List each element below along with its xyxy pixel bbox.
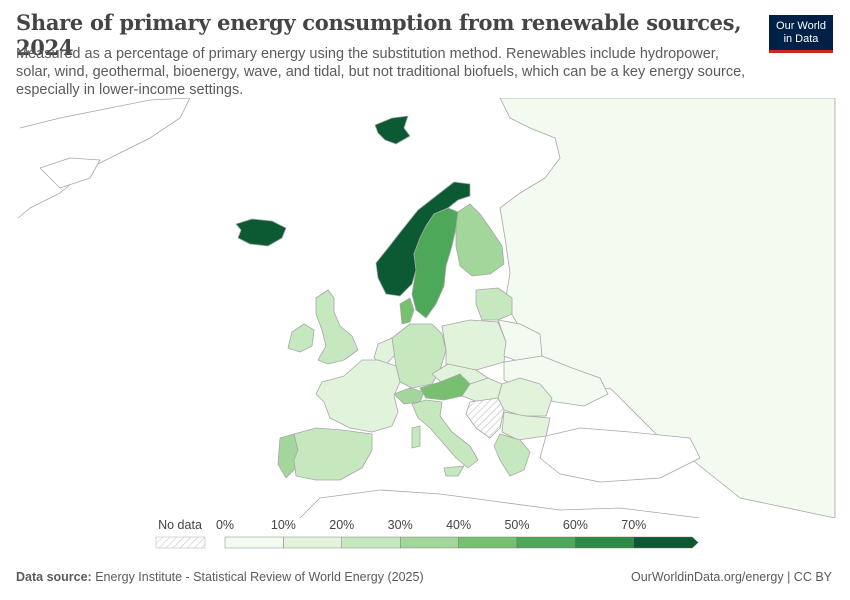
logo-line-1: Our World bbox=[776, 20, 826, 32]
data-source-text: Energy Institute - Statistical Review of… bbox=[95, 570, 424, 584]
greenland-outline bbox=[17, 98, 191, 219]
legend-bin-5[interactable] bbox=[516, 536, 576, 549]
legend-bin-6[interactable] bbox=[575, 536, 634, 549]
legend-bin-2[interactable] bbox=[341, 536, 401, 549]
legend-tick-1: 10% bbox=[271, 518, 296, 532]
country-ireland[interactable] bbox=[287, 323, 315, 353]
country-spain[interactable] bbox=[293, 427, 373, 481]
country-turkey[interactable] bbox=[539, 427, 701, 483]
legend-tick-4: 40% bbox=[446, 518, 471, 532]
legend-tick-6: 60% bbox=[563, 518, 588, 532]
data-source: Data source: Energy Institute - Statisti… bbox=[16, 570, 424, 584]
europe-map[interactable] bbox=[0, 98, 850, 518]
legend-bin-0[interactable] bbox=[224, 536, 284, 549]
country-switzerland[interactable] bbox=[393, 387, 425, 405]
color-legend: No data 0% 10% 20% 30% 40% 50% 60% 70% bbox=[155, 518, 699, 549]
chart-subtitle: Measured as a percentage of primary ener… bbox=[16, 46, 746, 98]
island-sardinia[interactable] bbox=[411, 425, 421, 449]
legend-tick-2: 20% bbox=[329, 518, 354, 532]
legend-bins bbox=[224, 536, 699, 549]
country-svalbard[interactable] bbox=[374, 115, 411, 145]
country-greece[interactable] bbox=[493, 433, 531, 477]
legend-bin-3[interactable] bbox=[399, 536, 459, 549]
north-africa-outline bbox=[299, 489, 701, 518]
island-sicily[interactable] bbox=[443, 465, 465, 477]
legend-ticks: 0% 10% 20% 30% 40% 50% 60% 70% bbox=[216, 518, 646, 532]
legend-bin-1[interactable] bbox=[283, 536, 342, 549]
country-denmark[interactable] bbox=[399, 297, 415, 325]
legend-bin-4[interactable] bbox=[458, 536, 518, 549]
legend-bin-7[interactable] bbox=[633, 536, 699, 549]
owid-logo[interactable]: Our World in Data bbox=[769, 15, 833, 53]
legend-tick-5: 50% bbox=[504, 518, 529, 532]
legend-tick-3: 30% bbox=[388, 518, 413, 532]
country-benelux[interactable] bbox=[373, 337, 397, 367]
chart-title: Share of primary energy consumption from… bbox=[16, 10, 742, 60]
legend-tick-0: 0% bbox=[216, 518, 234, 532]
legend-tick-7: 70% bbox=[621, 518, 646, 532]
legend-no-data-label: No data bbox=[158, 518, 202, 532]
owid-link[interactable]: OurWorldinData.org/energy | CC BY bbox=[630, 570, 832, 584]
country-portugal[interactable] bbox=[277, 433, 299, 479]
country-italy[interactable] bbox=[411, 399, 479, 469]
region-balkans-no-data[interactable] bbox=[465, 397, 505, 439]
arctic-islands-outline bbox=[39, 157, 101, 189]
country-france[interactable] bbox=[315, 359, 401, 433]
country-sweden[interactable] bbox=[411, 207, 459, 319]
country-uk[interactable] bbox=[315, 289, 359, 365]
data-source-label: Data source: bbox=[16, 570, 92, 584]
logo-line-2: in Data bbox=[783, 32, 819, 45]
country-finland[interactable] bbox=[455, 203, 505, 277]
legend-no-data-swatch bbox=[155, 536, 206, 549]
country-poland[interactable] bbox=[441, 319, 507, 371]
country-baltics[interactable] bbox=[475, 287, 513, 321]
country-iceland[interactable] bbox=[235, 218, 287, 247]
